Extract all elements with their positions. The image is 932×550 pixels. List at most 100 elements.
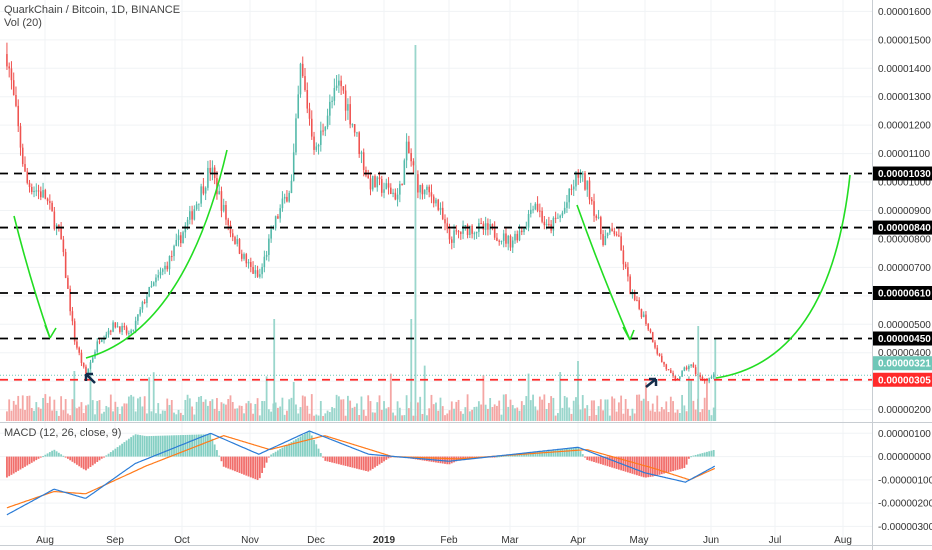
volume-bar <box>42 397 44 421</box>
candle-body <box>30 186 33 193</box>
volume-bar <box>139 396 142 421</box>
macd-histogram-bar <box>649 456 652 477</box>
candle-body <box>487 223 489 230</box>
volume-bar <box>559 372 562 421</box>
volume-bar <box>152 372 155 421</box>
x-tick-label: Jul <box>769 535 782 546</box>
candle-body <box>44 190 47 199</box>
volume-bar <box>91 400 94 421</box>
candle-body <box>33 190 35 193</box>
macd-histogram-bar <box>277 450 279 457</box>
macd-histogram-bar <box>552 450 555 457</box>
volume-bar <box>645 382 647 421</box>
volume-bar <box>175 414 178 421</box>
macd-histogram-bar <box>638 456 641 476</box>
candle-body <box>119 326 121 332</box>
volume-bar <box>500 414 503 421</box>
macd-histogram-bar <box>19 456 22 470</box>
candle-body <box>471 225 473 234</box>
volume-bar <box>213 408 216 421</box>
candle-body <box>340 80 342 87</box>
x-tick-label: Jun <box>703 535 719 546</box>
candle-body <box>46 198 49 202</box>
candle-body <box>320 130 322 145</box>
volume-label: Vol (20) <box>4 17 42 29</box>
volume-bar <box>297 413 300 421</box>
macd-histogram-bar <box>667 456 670 473</box>
macd-histogram-bar <box>10 456 13 475</box>
macd-histogram-bar <box>441 456 444 464</box>
macd-histogram-bar <box>608 456 611 467</box>
level-price-tag-label: 0.00000610 <box>878 288 931 299</box>
candle-body <box>252 266 254 274</box>
candle-body <box>405 141 408 161</box>
macd-histogram-bar <box>152 435 155 457</box>
candle-body <box>8 66 10 69</box>
candle-body <box>579 174 582 178</box>
candle-body <box>636 300 638 302</box>
candle-body <box>112 322 114 332</box>
macd-histogram-bar <box>356 456 358 469</box>
volume-bar <box>295 404 297 421</box>
candle-body <box>317 144 320 147</box>
volume-bar <box>186 394 189 421</box>
candle-body <box>399 184 401 195</box>
candle-body <box>195 204 198 210</box>
macd-histogram-bar <box>258 456 261 479</box>
candle-body <box>265 254 268 257</box>
volume-bar <box>403 415 406 421</box>
volume-bar <box>523 405 525 421</box>
macd-histogram-bar <box>286 444 288 457</box>
macd-histogram-bar <box>301 435 304 457</box>
macd-histogram-bar <box>579 451 582 457</box>
macd-histogram-bar <box>631 456 634 474</box>
volume-bar <box>590 400 593 421</box>
candle-body <box>40 191 42 198</box>
volume-bar <box>254 403 257 421</box>
macd-histogram-bar <box>672 456 674 472</box>
macd-histogram-bar <box>509 454 512 457</box>
macd-histogram-bar <box>73 456 76 464</box>
volume-bar <box>394 415 397 421</box>
volume-bar <box>699 412 702 421</box>
candle-body <box>473 233 476 235</box>
macd-histogram-bar <box>6 456 8 478</box>
macd-histogram-bar <box>380 456 383 463</box>
macd-histogram-bar <box>166 435 169 457</box>
volume-bar <box>211 399 214 421</box>
candle-body <box>358 132 360 155</box>
candle-body <box>338 80 340 86</box>
volume-bar <box>710 415 713 421</box>
y-tick-label: 0.00000500 <box>878 320 931 331</box>
candle-body <box>584 172 586 190</box>
candle-body <box>177 235 180 240</box>
macd-histogram-bar <box>674 456 677 471</box>
volume-bar <box>633 413 636 421</box>
volume-bar <box>534 406 537 421</box>
volume-bar <box>76 408 78 421</box>
candle-body <box>35 190 38 192</box>
volume-bar <box>509 399 512 421</box>
macd-histogram-bar <box>541 451 543 457</box>
macd-histogram-bar <box>324 456 327 461</box>
macd-histogram-bar <box>130 437 133 457</box>
candle-body <box>518 230 521 241</box>
candle-body <box>645 314 647 324</box>
candle-body <box>629 276 631 294</box>
macd-histogram-bar <box>24 456 26 467</box>
volume-bar <box>159 413 162 421</box>
volume-bar <box>87 404 90 421</box>
volume-bar <box>563 395 566 421</box>
macd-histogram-bar <box>525 453 528 457</box>
macd-histogram-bar <box>78 456 81 467</box>
candle-body <box>380 179 383 193</box>
volume-bar <box>631 408 634 421</box>
volume-bar <box>538 396 541 421</box>
x-tick-label: Sep <box>106 535 124 546</box>
candle-body <box>10 68 13 81</box>
volume-bar <box>636 394 638 421</box>
macd-histogram-bar <box>498 456 501 458</box>
volume-bar <box>353 406 356 421</box>
macd-histogram-bar <box>656 456 659 476</box>
